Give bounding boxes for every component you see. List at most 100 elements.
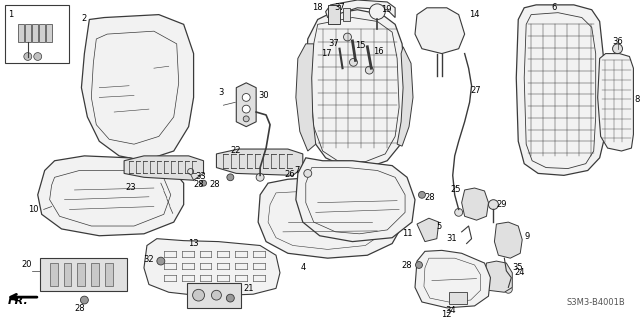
- Bar: [50, 263, 58, 286]
- Circle shape: [24, 53, 32, 60]
- Bar: [105, 263, 113, 286]
- Text: 28: 28: [74, 304, 84, 313]
- Text: 30: 30: [258, 91, 269, 100]
- Polygon shape: [258, 177, 402, 258]
- Polygon shape: [38, 156, 184, 236]
- Text: 16: 16: [373, 47, 384, 56]
- Text: 7: 7: [294, 166, 300, 174]
- Text: 28: 28: [401, 261, 412, 270]
- Text: 22: 22: [230, 146, 241, 155]
- Circle shape: [200, 180, 207, 186]
- Text: 20: 20: [21, 260, 32, 269]
- Circle shape: [454, 209, 463, 216]
- Bar: [342, 8, 351, 21]
- Polygon shape: [296, 158, 415, 241]
- Text: 35: 35: [512, 263, 523, 272]
- Text: S3M3-B4001B: S3M3-B4001B: [567, 298, 625, 307]
- Circle shape: [243, 116, 249, 122]
- Circle shape: [243, 105, 250, 113]
- Text: 29: 29: [497, 200, 507, 209]
- Circle shape: [304, 169, 312, 177]
- Text: 36: 36: [612, 37, 623, 46]
- Text: 27: 27: [470, 86, 481, 95]
- Text: 6: 6: [551, 3, 557, 12]
- Text: 32: 32: [143, 255, 154, 264]
- Circle shape: [369, 4, 385, 19]
- Bar: [40, 258, 127, 291]
- Text: 2: 2: [81, 14, 86, 23]
- Polygon shape: [415, 8, 465, 54]
- Polygon shape: [296, 44, 316, 151]
- Text: 31: 31: [446, 234, 457, 243]
- Circle shape: [344, 33, 351, 41]
- Polygon shape: [598, 54, 634, 151]
- Text: 4: 4: [300, 263, 305, 272]
- Polygon shape: [415, 250, 490, 308]
- Text: FR.: FR.: [8, 296, 29, 306]
- Polygon shape: [484, 261, 512, 292]
- Polygon shape: [216, 149, 303, 175]
- Text: 33: 33: [196, 173, 206, 182]
- Text: 37: 37: [329, 39, 340, 48]
- Polygon shape: [516, 5, 604, 175]
- Circle shape: [415, 262, 422, 268]
- Polygon shape: [417, 218, 439, 241]
- Text: 15: 15: [355, 41, 366, 50]
- Text: 23: 23: [125, 183, 136, 192]
- Bar: [92, 263, 99, 286]
- Bar: [187, 283, 241, 308]
- Text: 25: 25: [450, 185, 461, 194]
- Bar: [38, 24, 45, 42]
- Circle shape: [193, 289, 205, 301]
- Circle shape: [612, 44, 623, 54]
- Circle shape: [256, 174, 264, 181]
- Text: 21: 21: [243, 285, 253, 293]
- Circle shape: [34, 53, 42, 60]
- Text: 8: 8: [634, 95, 640, 104]
- Polygon shape: [306, 10, 405, 167]
- Bar: [18, 24, 24, 42]
- Bar: [5, 5, 70, 63]
- Circle shape: [188, 168, 193, 174]
- Text: 17: 17: [321, 49, 332, 58]
- Polygon shape: [495, 222, 522, 258]
- Circle shape: [365, 66, 373, 74]
- Polygon shape: [326, 0, 395, 18]
- Bar: [328, 5, 340, 24]
- Circle shape: [488, 200, 499, 210]
- Circle shape: [349, 58, 357, 66]
- Circle shape: [81, 296, 88, 304]
- Text: 9: 9: [524, 232, 529, 241]
- Polygon shape: [124, 156, 204, 180]
- Text: 13: 13: [188, 239, 199, 248]
- Text: 34: 34: [445, 306, 456, 315]
- Text: 19: 19: [381, 5, 392, 14]
- Text: 18: 18: [312, 3, 323, 12]
- Bar: [25, 24, 31, 42]
- Circle shape: [243, 93, 250, 101]
- Polygon shape: [81, 15, 193, 161]
- Text: 10: 10: [28, 204, 38, 214]
- Circle shape: [504, 286, 512, 293]
- Text: 28: 28: [424, 193, 435, 202]
- Bar: [63, 263, 72, 286]
- Circle shape: [227, 294, 234, 302]
- Text: 11: 11: [402, 229, 413, 238]
- Circle shape: [227, 174, 234, 181]
- Text: 26: 26: [284, 170, 295, 180]
- Polygon shape: [397, 47, 413, 146]
- Circle shape: [157, 257, 165, 265]
- Bar: [45, 24, 52, 42]
- Text: 12: 12: [442, 310, 452, 319]
- Polygon shape: [461, 188, 488, 220]
- Text: 3: 3: [218, 88, 223, 97]
- Polygon shape: [236, 83, 256, 127]
- Text: 24: 24: [515, 268, 525, 277]
- Circle shape: [211, 290, 221, 300]
- Text: 1: 1: [8, 10, 13, 19]
- Text: 28: 28: [193, 180, 204, 189]
- Bar: [449, 292, 467, 304]
- Text: 37: 37: [334, 3, 345, 12]
- Circle shape: [419, 191, 426, 198]
- Polygon shape: [144, 239, 280, 296]
